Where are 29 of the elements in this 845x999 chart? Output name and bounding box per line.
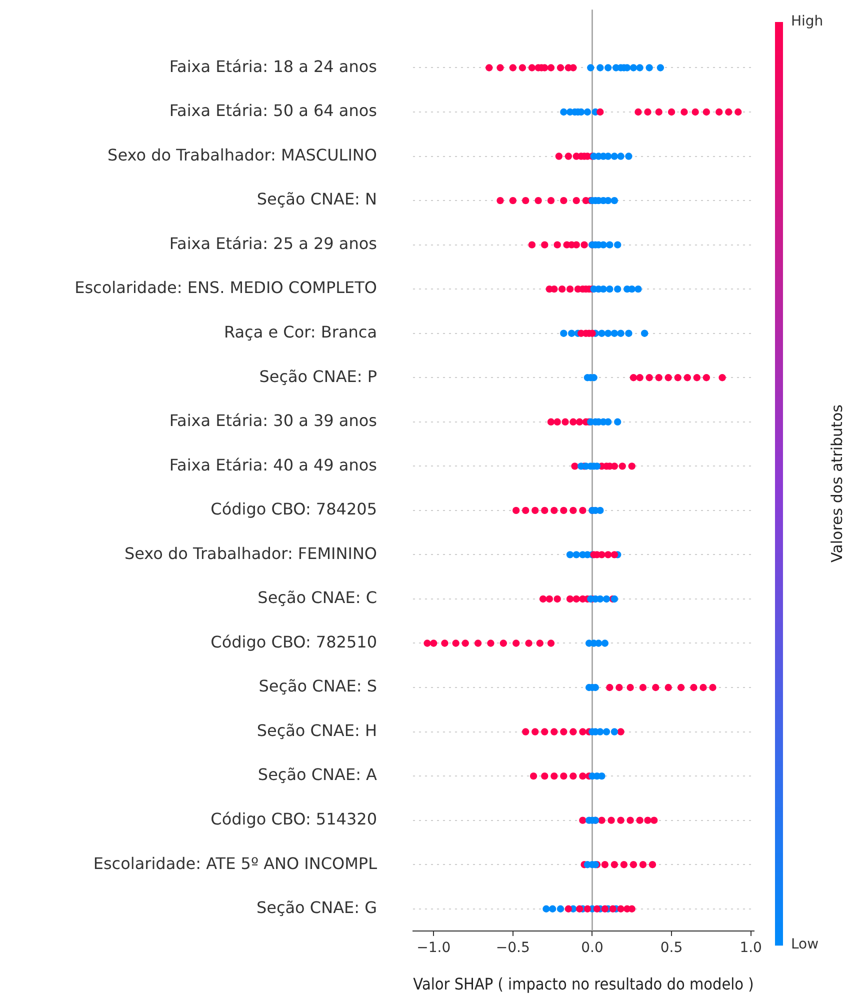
y-tick-label: Seção CNAE: H: [256, 720, 377, 740]
y-tick-label: Código CBO: 784205: [210, 500, 377, 519]
y-tick-label: Sexo do Trabalhador: MASCULINO: [108, 145, 377, 164]
color-bar-label: Low: [791, 936, 819, 953]
y-tick-label: Seção CNAE: N: [256, 190, 377, 209]
y-tick-label: Seção CNAE: A: [258, 765, 378, 784]
color-bar-label: High: [791, 14, 824, 30]
x-tick-label: 1.0: [740, 940, 762, 956]
y-tick-label: Faixa Etária: 40 a 49 anos: [169, 455, 377, 474]
y-tick-label: Sexo do Trabalhador: FEMININO: [124, 544, 377, 563]
x-axis-title: Valor SHAP ( impacto no resultado do modelo ): [413, 974, 754, 994]
x-tick-label: 0.5: [660, 940, 683, 956]
y-tick-label: Código CBO: 782510: [210, 632, 377, 652]
y-tick-label: Faixa Etária: 18 a 24 anos: [169, 56, 377, 76]
y-tick-label: Faixa Etária: 30 a 39 anos: [169, 411, 377, 430]
y-tick-label: Escolaridade: ATE 5º ANO INCOMPL: [93, 854, 378, 873]
y-tick-label: Seção CNAE: G: [256, 898, 377, 918]
y-tick-label: Seção CNAE: S: [258, 676, 377, 696]
y-tick-label: Escolaridade: ENS. MEDIO COMPLETO: [74, 278, 377, 298]
x-tick-label: 0.0: [581, 940, 604, 956]
y-tick-label: Seção CNAE: C: [258, 588, 377, 608]
y-tick-label: Raça e Cor: Branca: [224, 322, 377, 342]
y-tick-label: Faixa Etária: 25 a 29 anos: [169, 234, 377, 253]
y-tick-label: Faixa Etária: 50 a 64 anos: [169, 101, 377, 120]
y-tick-label: Código CBO: 514320: [210, 809, 377, 828]
y-tick-label: Seção CNAE: P: [259, 366, 378, 386]
x-tick-label: −0.5: [496, 940, 530, 956]
x-tick-label: −1.0: [416, 940, 451, 956]
color-bar-title: Valores dos atributos: [828, 404, 845, 562]
